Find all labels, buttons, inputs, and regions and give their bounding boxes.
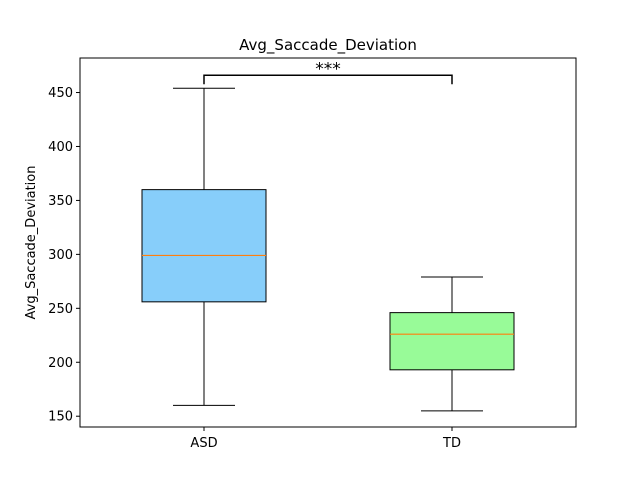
y-tick-label: 450 <box>48 86 73 101</box>
boxes-layer <box>141 87 515 412</box>
y-tick-label: 350 <box>48 194 73 209</box>
plot-area-frame <box>79 57 577 428</box>
significance-annotation: *** <box>203 59 453 85</box>
box-iqr <box>141 189 267 303</box>
box-td <box>389 276 515 412</box>
y-tick-label: 400 <box>48 140 73 155</box>
y-axis-ticks: 150 200 250 300 350 400 450 <box>48 86 80 425</box>
x-tick-label: ASD <box>190 436 217 451</box>
x-tick-label: TD <box>442 436 461 451</box>
significance-label: *** <box>315 59 341 79</box>
box-asd <box>141 87 267 406</box>
x-axis-ticks: ASD TD <box>190 427 461 451</box>
significance-bracket <box>203 74 453 85</box>
box-iqr <box>389 312 515 371</box>
y-tick-label: 150 <box>48 410 73 425</box>
y-tick-label: 200 <box>48 356 73 371</box>
y-axis-label: Avg_Saccade_Deviation <box>24 166 39 320</box>
y-tick-label: 250 <box>48 302 73 317</box>
chart-title: Avg_Saccade_Deviation <box>239 36 417 55</box>
y-tick-label: 300 <box>48 248 73 263</box>
